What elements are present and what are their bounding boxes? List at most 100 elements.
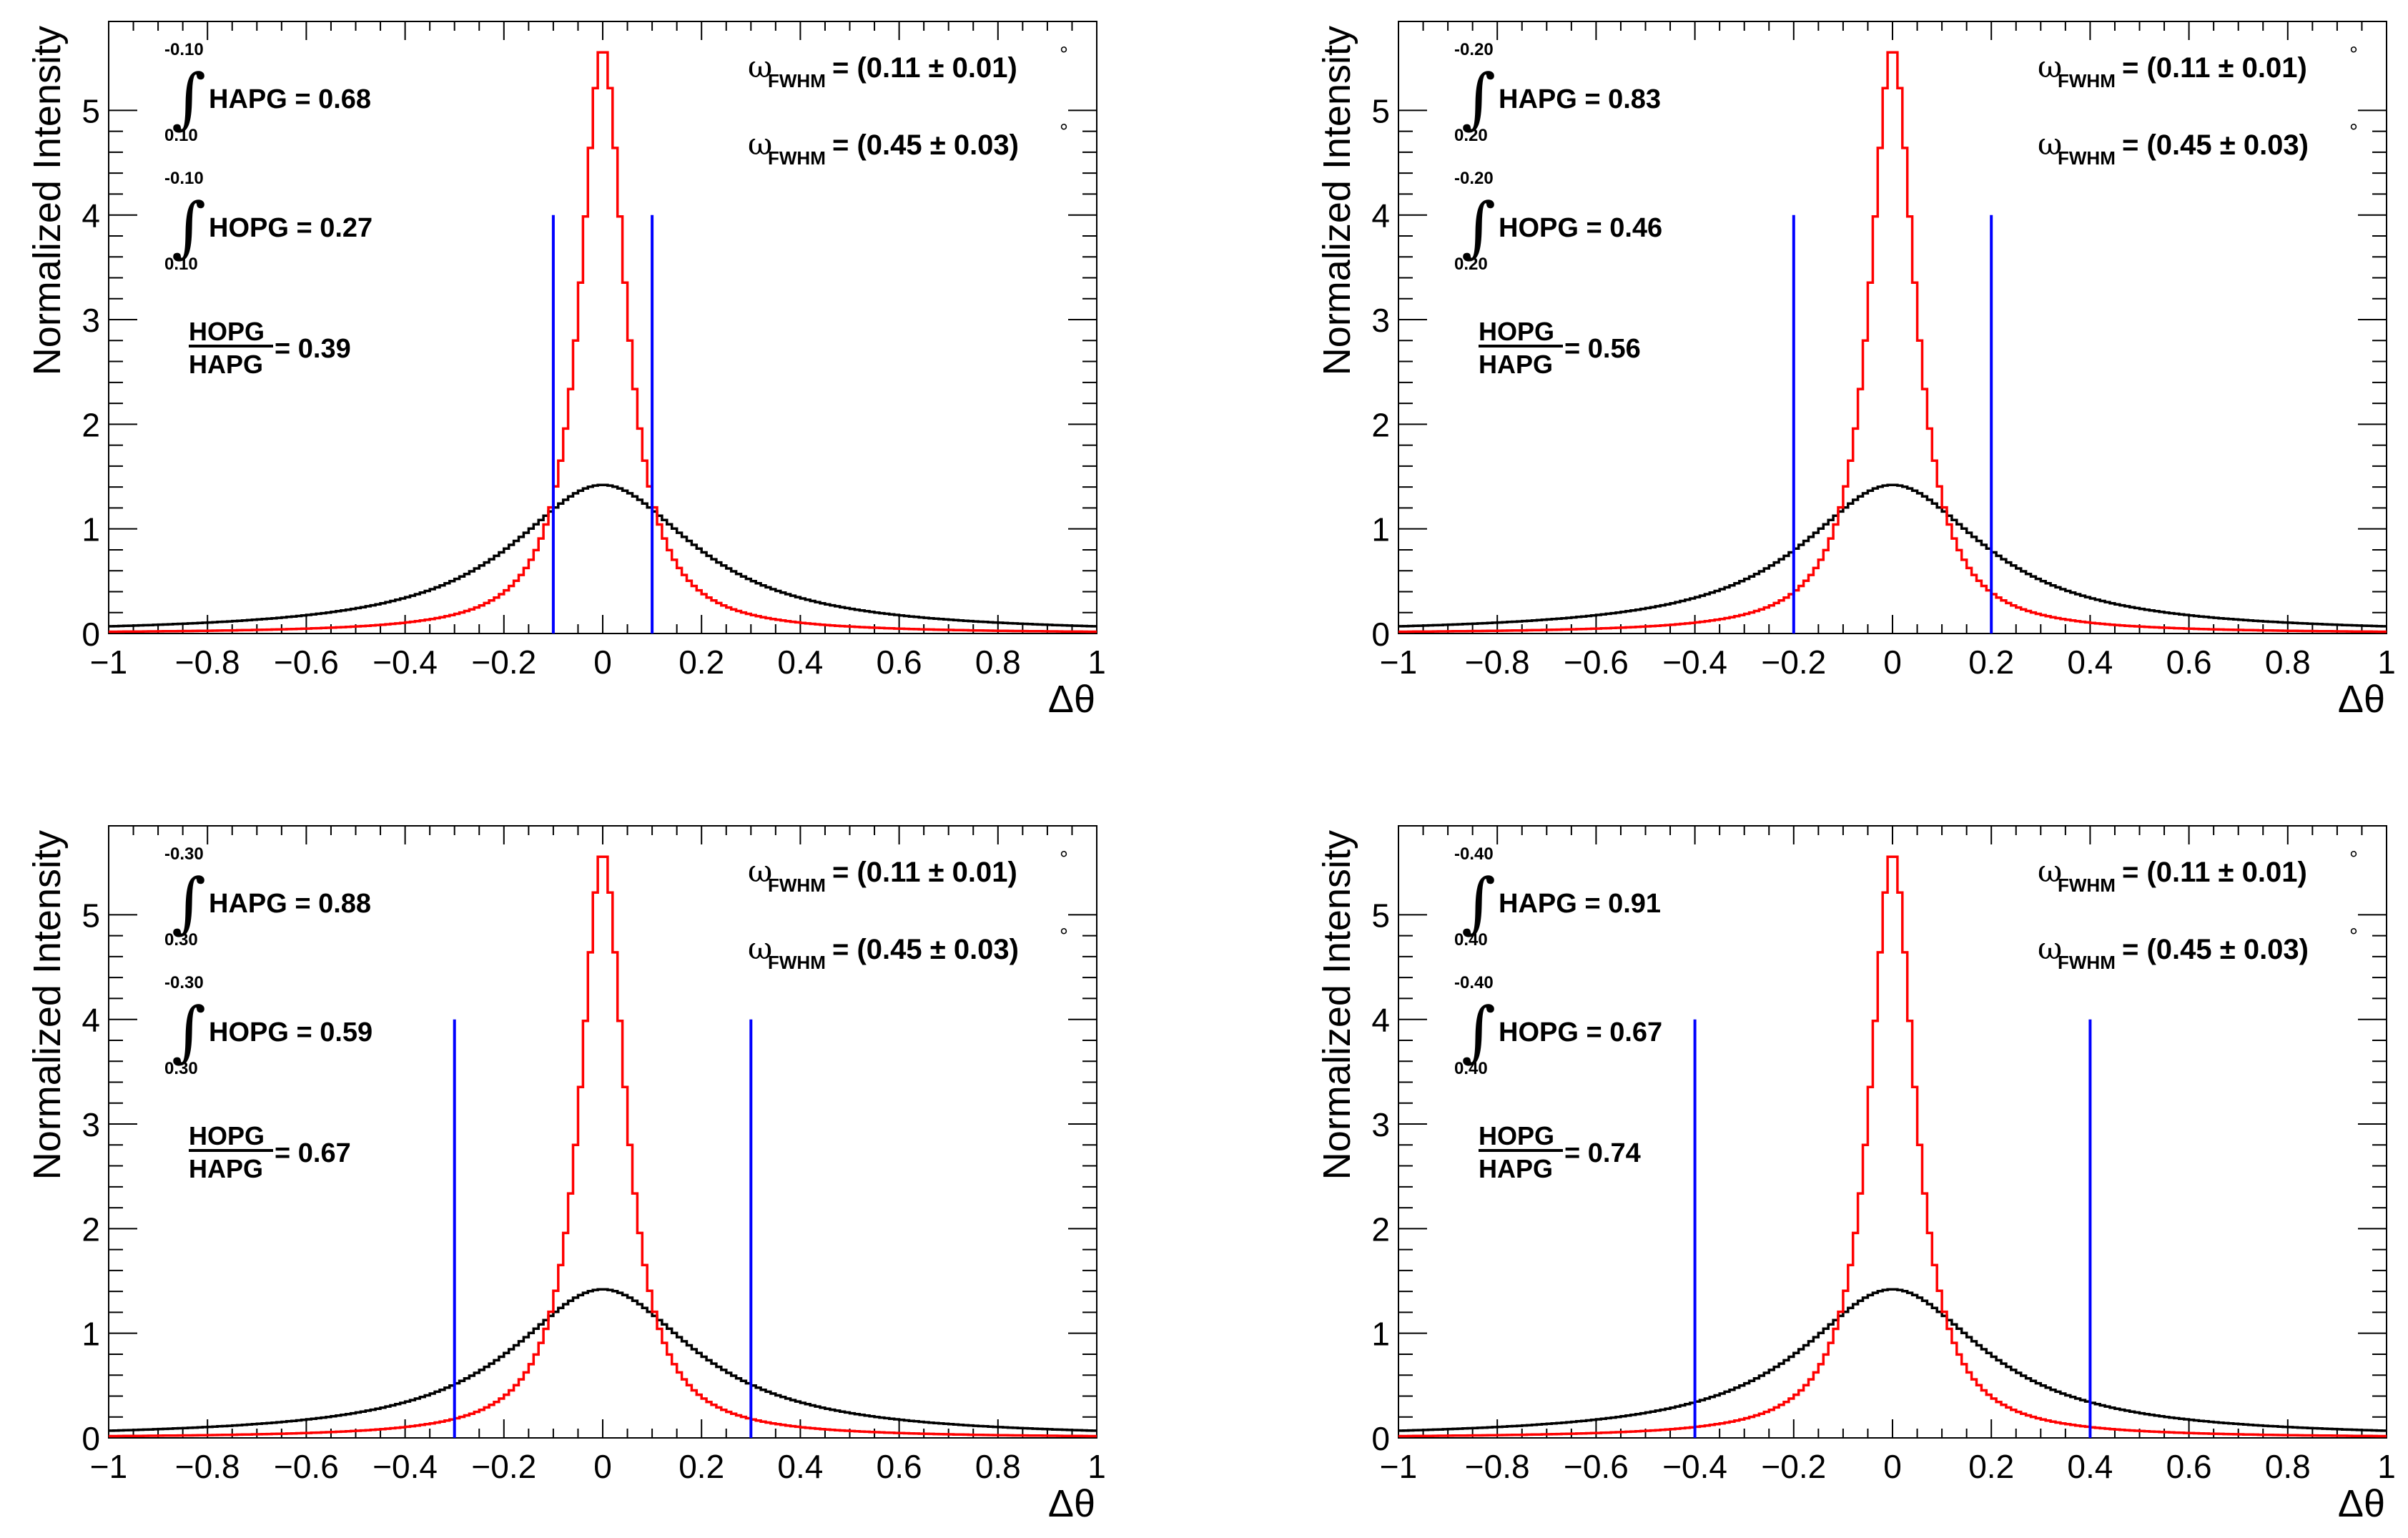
ratio-annotation: HOPG HAPG = 0.56 bbox=[1479, 317, 1641, 379]
integral-upper-limit: -0.10 bbox=[164, 40, 204, 59]
x-tick-label: 0 bbox=[593, 644, 612, 681]
x-tick-label: 0.4 bbox=[777, 1448, 823, 1485]
x-tick-label: −1 bbox=[90, 644, 127, 681]
x-axis-title: Δθ bbox=[2338, 678, 2385, 721]
ratio-value: = 0.67 bbox=[275, 1138, 351, 1168]
omega-subscript: FWHM bbox=[2058, 874, 2116, 896]
x-tick-label: −0.6 bbox=[274, 1448, 339, 1485]
integral-hapg-value: HAPG = 0.68 bbox=[209, 84, 371, 114]
x-tick-label: −0.4 bbox=[1662, 644, 1727, 681]
panel-bottom-right: −1 −0.8 −0.6 −0.4 −0.2 0 0.2 0.4 0.6 0.8 1 0 1 2 3 4 5 Δθ… bbox=[1316, 825, 2396, 1525]
degree-symbol: ° bbox=[2349, 847, 2358, 871]
y-tick-label: 3 bbox=[82, 302, 100, 339]
y-tick-label: 2 bbox=[1371, 406, 1390, 443]
x-tick-label: −0.4 bbox=[372, 644, 438, 681]
x-tick-label: −0.8 bbox=[175, 644, 240, 681]
fwhm-value: = (0.45 ± 0.03) bbox=[832, 934, 1019, 965]
series-hopg-line bbox=[109, 483, 1097, 628]
omega-subscript: FWHM bbox=[768, 70, 826, 92]
integral-upper-limit: -0.30 bbox=[164, 973, 204, 992]
integral-hapg-value: HAPG = 0.91 bbox=[1499, 889, 1661, 919]
ratio-numerator: HOPG bbox=[1479, 1121, 1554, 1150]
x-axis-title: Δθ bbox=[2338, 1482, 2385, 1525]
integral-hopg: ∫-0.30 0.30 HOPG = 0.59 bbox=[164, 973, 372, 1078]
integral-hapg: ∫-0.40 0.40 HAPG = 0.91 bbox=[1454, 844, 1661, 950]
y-tick-label: 4 bbox=[82, 197, 100, 235]
omega-symbol: ω bbox=[748, 49, 772, 84]
x-tick-label: −0.2 bbox=[471, 644, 536, 681]
integral-upper-limit: -0.40 bbox=[1454, 973, 1494, 992]
x-tick-label: 0 bbox=[1883, 1448, 1902, 1485]
omega-subscript: FWHM bbox=[768, 952, 826, 973]
x-axis-title: Δθ bbox=[1048, 678, 1095, 721]
y-tick-label: 1 bbox=[82, 511, 100, 548]
integral-lower-limit: 0.30 bbox=[164, 1059, 198, 1078]
integral-sign: ∫ bbox=[172, 864, 206, 941]
omega-symbol: ω bbox=[748, 854, 772, 889]
x-tick-label: 0.8 bbox=[2265, 644, 2311, 681]
x-tick-label: 0.8 bbox=[975, 644, 1021, 681]
x-tick-label: 0.4 bbox=[2067, 1448, 2113, 1485]
integral-sign: ∫ bbox=[1461, 60, 1496, 137]
y-tick-label: 1 bbox=[82, 1316, 100, 1353]
integral-sign: ∫ bbox=[172, 189, 206, 265]
ratio-numerator: HOPG bbox=[189, 1121, 265, 1150]
y-tick-label: 3 bbox=[82, 1106, 100, 1143]
integral-sign: ∫ bbox=[1461, 864, 1496, 941]
x-tick-label: 0.6 bbox=[2166, 1448, 2212, 1485]
omega-symbol: ω bbox=[2038, 931, 2062, 966]
x-tick-label: 0.8 bbox=[2265, 1448, 2311, 1485]
integral-lower-limit: 0.30 bbox=[164, 930, 198, 950]
integral-hapg: ∫-0.30 0.30 HAPG = 0.88 bbox=[164, 844, 371, 950]
series-hopg-line bbox=[1398, 1288, 2387, 1432]
x-tick-label: −0.2 bbox=[1761, 644, 1826, 681]
integral-upper-limit: -0.10 bbox=[164, 169, 204, 188]
integral-sign: ∫ bbox=[172, 993, 206, 1070]
y-tick-label: 2 bbox=[82, 1211, 100, 1248]
y-tick-label: 0 bbox=[1371, 616, 1390, 653]
y-tick-label: 2 bbox=[82, 406, 100, 443]
integral-lower-limit: 0.10 bbox=[164, 255, 198, 274]
degree-symbol: ° bbox=[1060, 925, 1068, 948]
integral-upper-limit: -0.20 bbox=[1454, 169, 1494, 188]
integral-hopg: ∫-0.10 0.10 HOPG = 0.27 bbox=[164, 169, 372, 274]
series-hapg-line bbox=[109, 855, 1097, 1438]
y-tick-label: 4 bbox=[1371, 1002, 1390, 1039]
x-tick-label: −0.2 bbox=[471, 1448, 536, 1485]
integral-lower-limit: 0.40 bbox=[1454, 930, 1488, 950]
y-tick-label: 1 bbox=[1371, 511, 1390, 548]
y-axis-title: Normalized Intensity bbox=[1316, 830, 1358, 1180]
x-tick-label: −0.8 bbox=[1465, 644, 1530, 681]
fwhm-value: = (0.45 ± 0.03) bbox=[2122, 934, 2309, 965]
series-hopg-line bbox=[1398, 483, 2387, 628]
integral-hopg-value: HOPG = 0.67 bbox=[1499, 1017, 1662, 1047]
series-hopg-line bbox=[109, 1288, 1097, 1432]
x-tick-label: −0.8 bbox=[175, 1448, 240, 1485]
integral-hapg-value: HAPG = 0.88 bbox=[209, 889, 371, 919]
omega-subscript: FWHM bbox=[2058, 147, 2116, 169]
panel-top-right: −1 −0.8 −0.6 −0.4 −0.2 0 0.2 0.4 0.6 0.8 1 0 1 2 3 4 5 Δθ… bbox=[1316, 21, 2396, 721]
x-tick-label: 1 bbox=[1087, 1448, 1106, 1485]
x-tick-label: 0.6 bbox=[2166, 644, 2212, 681]
x-tick-label: 0.4 bbox=[777, 644, 823, 681]
integral-hopg: ∫-0.40 0.40 HOPG = 0.67 bbox=[1454, 973, 1662, 1078]
integral-sign: ∫ bbox=[1461, 993, 1496, 1070]
x-tick-label: −0.6 bbox=[1564, 1448, 1629, 1485]
y-tick-label: 2 bbox=[1371, 1211, 1390, 1248]
fwhm-value: = (0.11 ± 0.01) bbox=[2122, 52, 2307, 84]
y-tick-label: 0 bbox=[82, 616, 100, 653]
integral-hopg-value: HOPG = 0.46 bbox=[1499, 213, 1662, 243]
y-tick-label: 5 bbox=[1371, 897, 1390, 934]
y-tick-label: 0 bbox=[82, 1420, 100, 1457]
integral-hapg-value: HAPG = 0.83 bbox=[1499, 84, 1661, 114]
ratio-numerator: HOPG bbox=[189, 317, 265, 346]
x-tick-label: −0.6 bbox=[1564, 644, 1629, 681]
omega-symbol: ω bbox=[2038, 127, 2062, 162]
fwhm-value: = (0.45 ± 0.03) bbox=[832, 129, 1019, 161]
y-axis-title: Normalized Intensity bbox=[26, 26, 69, 375]
